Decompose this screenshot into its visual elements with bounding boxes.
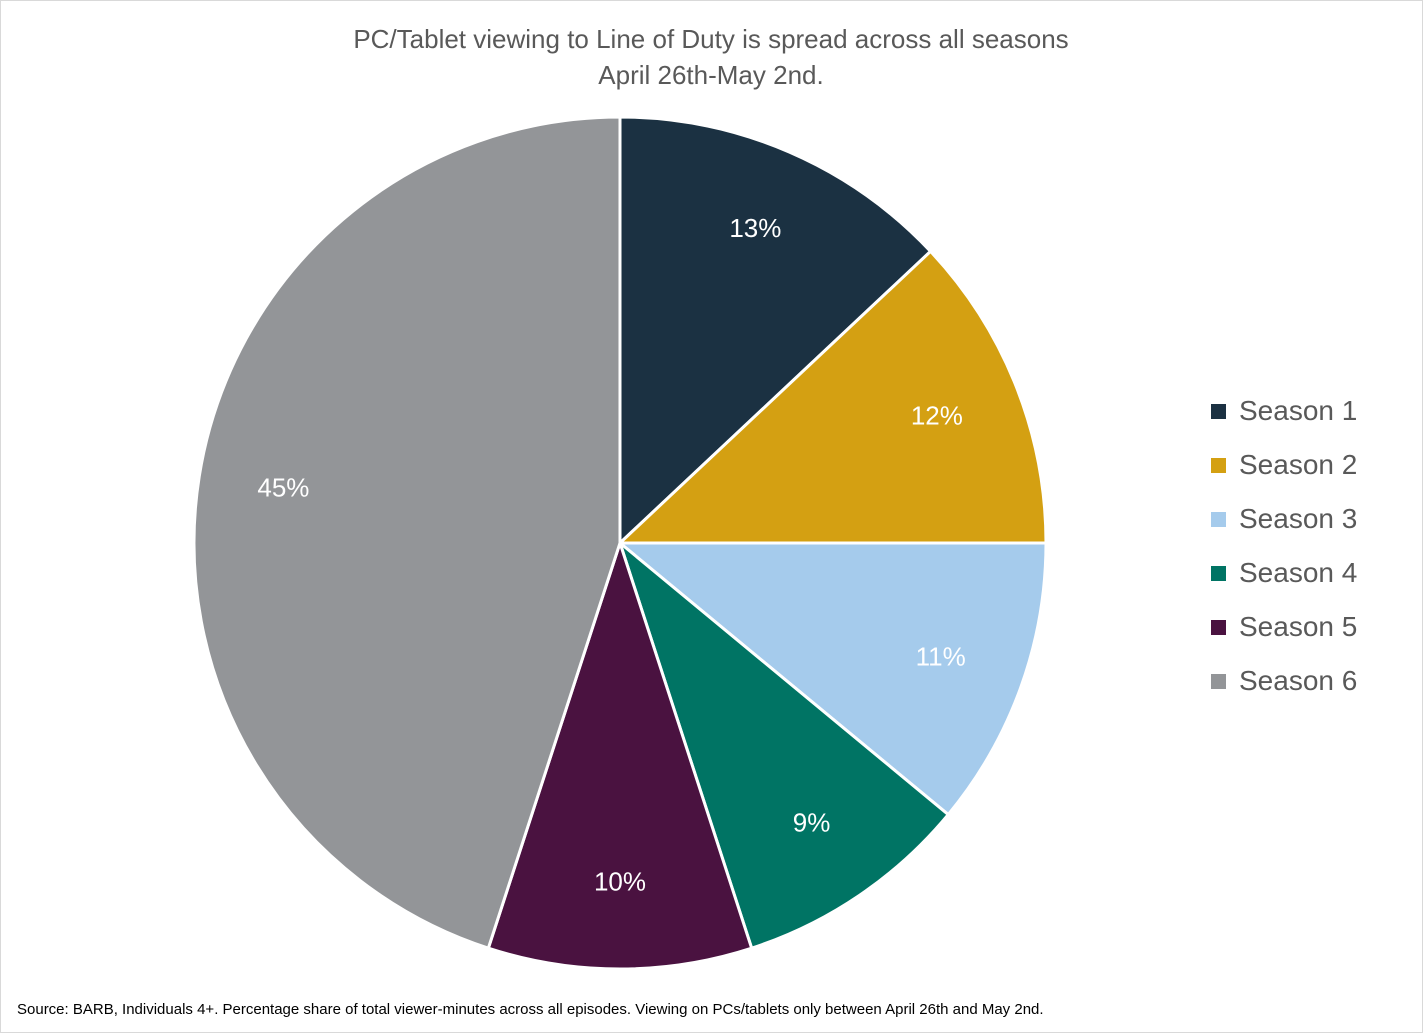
legend-item-season-1: Season 1: [1211, 384, 1357, 438]
legend-label: Season 1: [1239, 395, 1358, 426]
legend-label: Season 4: [1239, 557, 1358, 588]
legend-item-season-4: Season 4: [1211, 546, 1357, 600]
legend-swatch: [1211, 673, 1226, 689]
pie-slice-season-5: [486, 541, 754, 971]
legend-label: Season 3: [1239, 503, 1358, 534]
legend-label: Season 6: [1239, 665, 1358, 696]
pie-slice-season-2: [618, 249, 1048, 545]
pie-slice-season-3: [618, 541, 1048, 817]
pie-slice-season-1: [618, 115, 933, 545]
legend-swatch: [1211, 403, 1226, 419]
slice-label-season-5: 10%: [594, 867, 646, 897]
pie-chart: 13% 12% 11% 9% 10% 45%: [192, 115, 1048, 971]
slice-label-season-4: 9%: [793, 808, 831, 838]
pie-slice-season-6: [192, 115, 622, 950]
slice-label-season-1: 13%: [729, 213, 781, 243]
chart-title: PC/Tablet viewing to Line of Duty is spr…: [353, 24, 1069, 54]
legend-swatch: [1211, 619, 1226, 635]
slice-label-season-2: 12%: [911, 400, 963, 430]
legend-item-season-3: Season 3: [1211, 492, 1357, 546]
slice-label-season-6: 45%: [257, 473, 309, 503]
legend-item-season-5: Season 5: [1211, 600, 1357, 654]
chart-legend: Season 1 Season 2 Season 3 Season 4 Season 5…: [1211, 384, 1357, 708]
chart-subtitle: April 26th-May 2nd.: [598, 60, 824, 90]
chart-title-block: PC/Tablet viewing to Line of Duty is spr…: [1, 21, 1421, 93]
legend-swatch: [1211, 565, 1226, 581]
legend-item-season-6: Season 6: [1211, 654, 1357, 708]
legend-item-season-2: Season 2: [1211, 438, 1357, 492]
source-note: Source: BARB, Individuals 4+. Percentage…: [17, 1001, 1044, 1018]
pie-slice-season-4: [618, 541, 950, 950]
legend-label: Season 5: [1239, 611, 1358, 642]
legend-swatch: [1211, 511, 1226, 527]
slice-label-season-3: 11%: [916, 641, 966, 671]
legend-swatch: [1211, 457, 1226, 473]
legend-label: Season 2: [1239, 449, 1358, 480]
